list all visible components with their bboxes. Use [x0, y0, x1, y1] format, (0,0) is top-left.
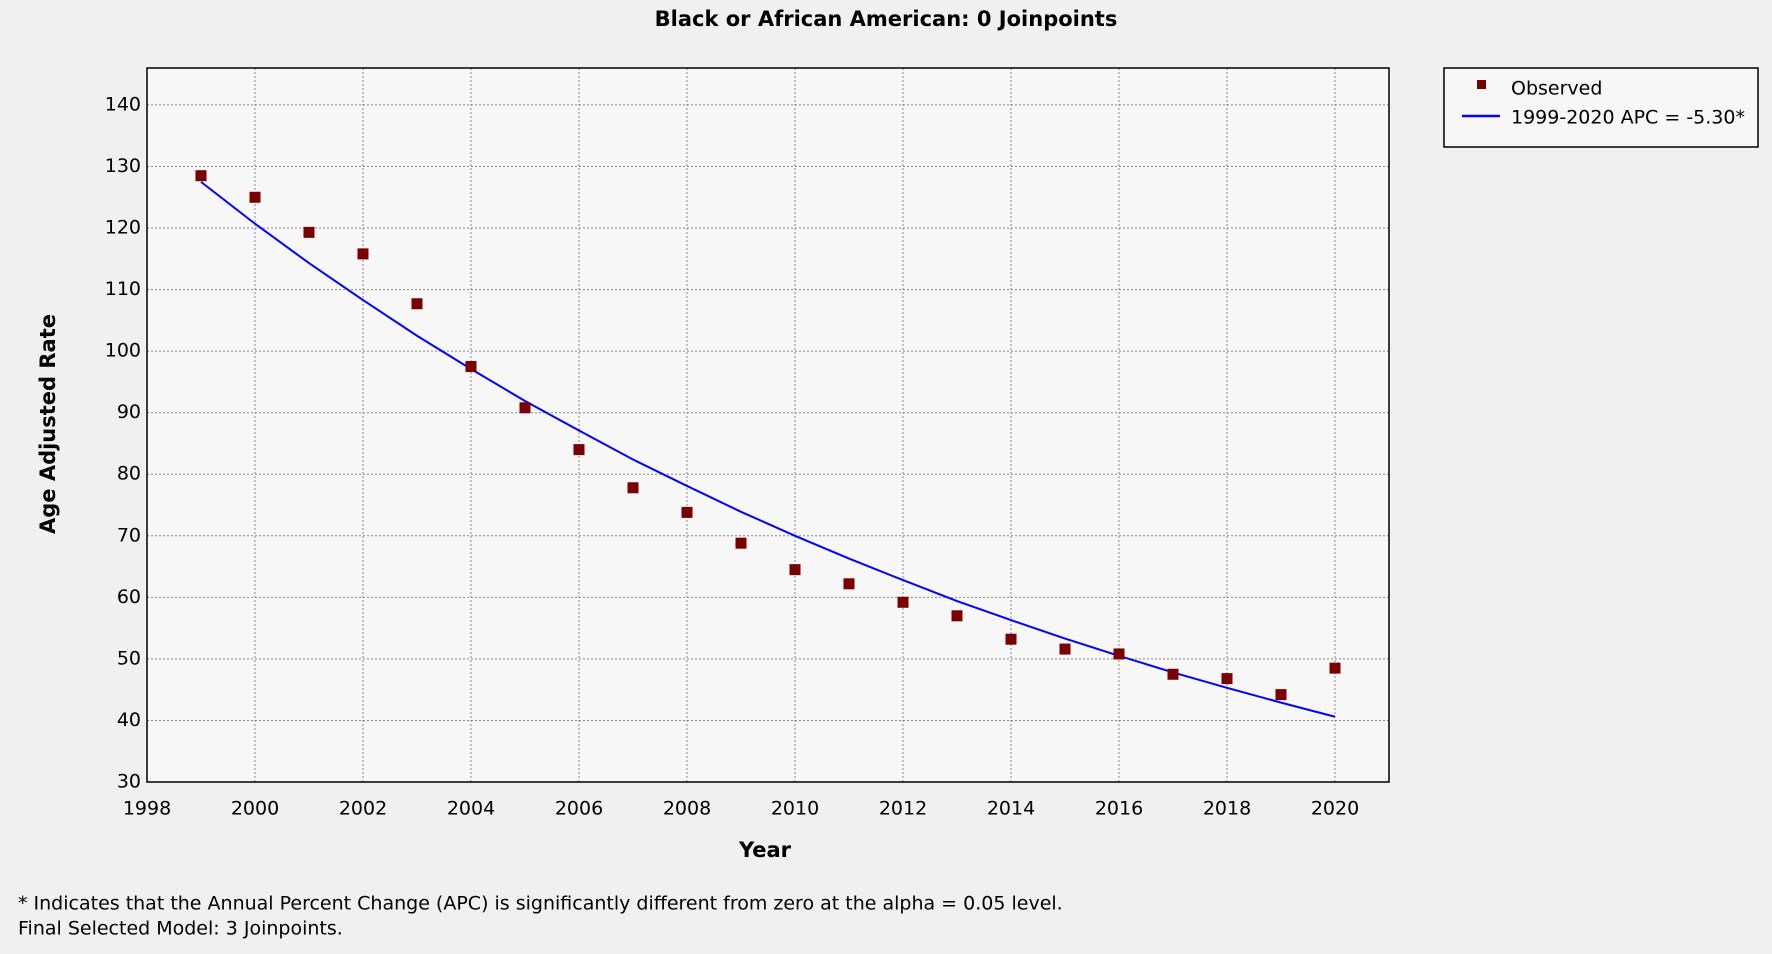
point	[519, 402, 531, 414]
footnote: * Indicates that the Annual Percent Chan…	[18, 893, 1063, 915]
chart-title: Black or African American: 0 Joinpoints	[655, 7, 1118, 31]
point	[1275, 689, 1287, 701]
x-axis-label: Year	[738, 838, 792, 862]
y-tick-label: 60	[117, 586, 141, 608]
point	[897, 596, 909, 608]
y-tick-label: 140	[105, 93, 141, 115]
y-tick-label: 120	[105, 217, 141, 239]
y-axis-label: Age Adjusted Rate	[36, 314, 60, 534]
x-tick-label: 2016	[1095, 798, 1143, 820]
x-tick-label: 2006	[555, 798, 603, 820]
legend-label: 1999-2020 APC = -5.30*	[1511, 107, 1745, 129]
x-tick-label: 1998	[123, 798, 171, 820]
y-tick-label: 130	[105, 155, 141, 177]
y-tick-label: 30	[117, 771, 141, 793]
x-tick-label: 2020	[1311, 798, 1359, 820]
point	[573, 444, 585, 456]
plot-area	[147, 68, 1389, 782]
point	[735, 537, 747, 549]
y-tick-label: 80	[117, 463, 141, 485]
fit-line	[200, 181, 1336, 718]
point	[627, 482, 639, 494]
point	[249, 191, 261, 203]
y-tick-label: 50	[117, 647, 141, 669]
point	[1005, 633, 1017, 645]
point	[1167, 668, 1179, 680]
y-tick-label: 40	[117, 709, 141, 731]
y-tick-label: 90	[117, 401, 141, 423]
x-tick-label: 2018	[1203, 798, 1251, 820]
point	[1113, 648, 1125, 660]
legend	[1443, 67, 1759, 148]
y-tick-label: 100	[105, 340, 141, 362]
point	[357, 248, 369, 260]
point	[951, 610, 963, 622]
x-tick-label: 2014	[987, 798, 1035, 820]
legend-swatch	[1477, 80, 1486, 89]
point	[1059, 643, 1071, 655]
point	[1329, 662, 1341, 674]
point	[789, 564, 801, 576]
plot-border	[146, 67, 1390, 783]
point	[465, 361, 477, 373]
point	[411, 298, 423, 310]
legend-label: Observed	[1511, 78, 1602, 100]
x-tick-label: 2010	[771, 798, 819, 820]
y-tick-label: 110	[105, 278, 141, 300]
x-tick-label: 2002	[339, 798, 387, 820]
x-tick-label: 2008	[663, 798, 711, 820]
y-tick-label: 70	[117, 524, 141, 546]
point	[681, 506, 693, 518]
x-tick-label: 2012	[879, 798, 927, 820]
point	[195, 170, 207, 182]
footnote: Final Selected Model: 3 Joinpoints.	[18, 918, 343, 940]
point	[303, 226, 315, 238]
point	[1221, 673, 1233, 685]
point	[843, 578, 855, 590]
x-tick-label: 2000	[231, 798, 279, 820]
x-tick-label: 2004	[447, 798, 495, 820]
